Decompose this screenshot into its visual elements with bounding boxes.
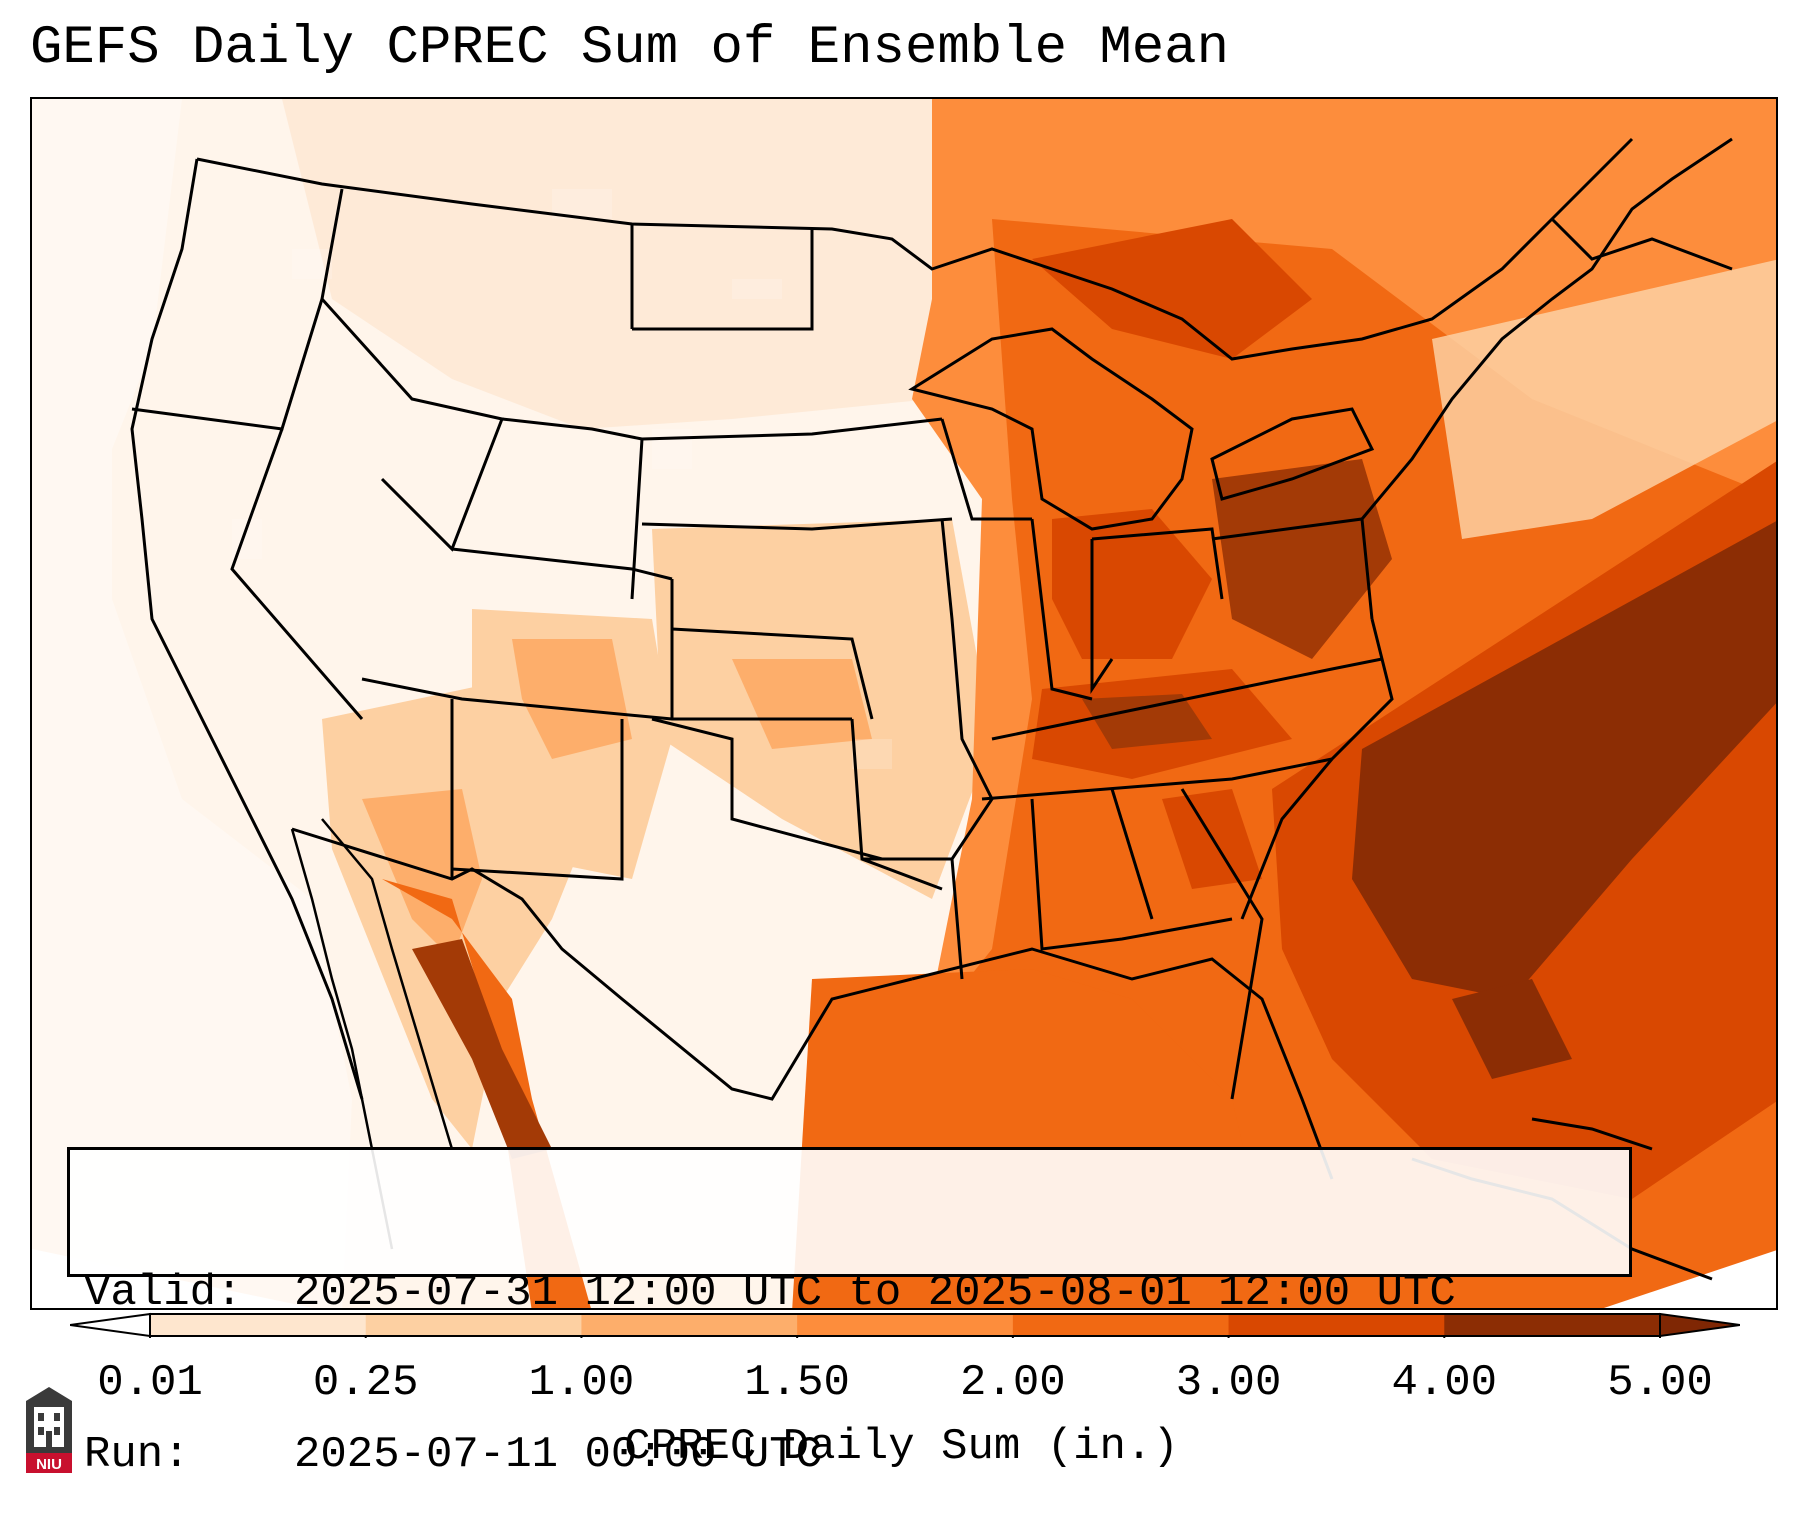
colorbar-tick-label: 0.25 xyxy=(312,1358,419,1408)
colorbar-label: CPREC Daily Sum (in.) xyxy=(624,1422,1179,1472)
run-label: Run: xyxy=(84,1430,190,1480)
colorbar-tick-label: 1.00 xyxy=(528,1358,635,1408)
niu-logo-icon: NIU xyxy=(26,1387,72,1473)
colorbar-segment xyxy=(797,1314,1014,1336)
valid-row: Valid: 2025-07-31 12:00 UTC to 2025-08-01… xyxy=(84,1266,1615,1320)
run-value: 2025-07-11 00:00 UTC xyxy=(294,1430,823,1480)
logo-text: NIU xyxy=(36,1456,62,1473)
colorbar-tick-label: 3.00 xyxy=(1175,1358,1282,1408)
valid-value: 2025-07-31 12:00 UTC to 2025-08-01 12:00… xyxy=(294,1268,1456,1318)
colorbar-tick-label: 5.00 xyxy=(1607,1358,1713,1408)
colorbar-segment xyxy=(365,1314,582,1336)
colorbar xyxy=(70,1312,1740,1338)
colorbar-tick-label: 4.00 xyxy=(1391,1358,1498,1408)
colorbar-under-triangle xyxy=(70,1312,151,1338)
colorbar-tick-label: 1.50 xyxy=(744,1358,850,1408)
colorbar-tick-label: 0.01 xyxy=(97,1358,203,1408)
colorbar-segment xyxy=(1228,1314,1445,1336)
valid-label: Valid: xyxy=(84,1268,243,1318)
valid-run-info-box: Valid: 2025-07-31 12:00 UTC to 2025-08-01… xyxy=(67,1147,1632,1480)
precipitation-map xyxy=(30,97,1778,1310)
colorbar-segment xyxy=(150,1314,367,1336)
colorbar-segment xyxy=(1012,1314,1230,1336)
run-row: Run: 2025-07-11 00:00 UTC xyxy=(84,1428,1615,1482)
map-title: GEFS Daily CPREC Sum of Ensemble Mean xyxy=(30,18,1229,79)
colorbar-over-triangle xyxy=(1659,1312,1740,1338)
colorbar-segment xyxy=(581,1314,798,1336)
colorbar-tick-label: 2.00 xyxy=(960,1358,1066,1408)
colorbar-segment xyxy=(1444,1314,1661,1336)
